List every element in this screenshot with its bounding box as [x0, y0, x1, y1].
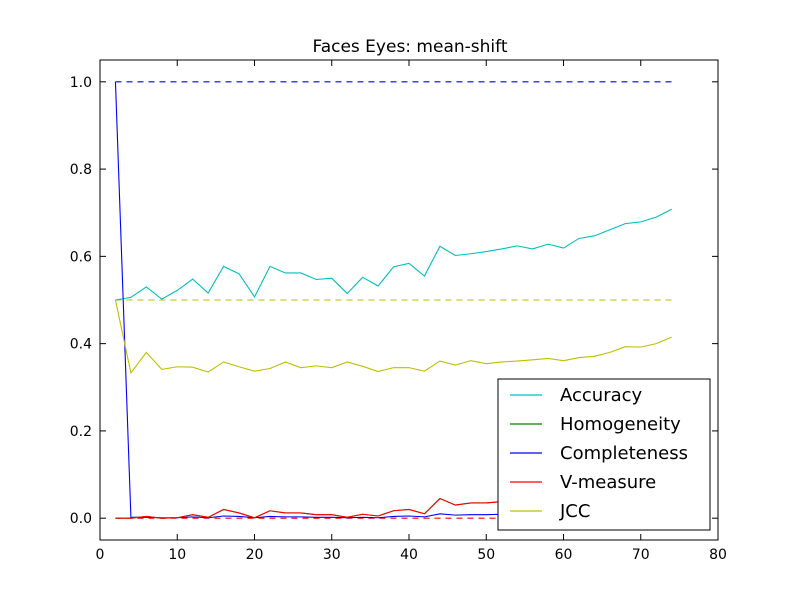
- x-tick-label: 30: [323, 547, 341, 563]
- legend-label-jcc: JCC: [559, 501, 590, 522]
- x-tick-label: 0: [96, 547, 105, 563]
- legend-box: [497, 378, 711, 531]
- legend-label-completeness: Completeness: [560, 443, 688, 464]
- legend-label-v-measure: V-measure: [560, 472, 656, 493]
- y-tick-label: 0.0: [70, 511, 92, 527]
- x-tick-label: 70: [632, 547, 650, 563]
- legend-label-homogeneity: Homogeneity: [560, 414, 681, 435]
- y-tick-label: 0.8: [70, 162, 92, 178]
- y-tick-label: 0.6: [70, 249, 92, 265]
- x-tick-label: 10: [168, 547, 186, 563]
- x-tick-label: 80: [709, 547, 727, 563]
- legend: Accuracy Homogeneity Completeness V-measure…: [497, 378, 711, 531]
- x-tick-label: 40: [400, 547, 418, 563]
- y-tick-label: 1.0: [70, 75, 92, 91]
- x-tick-label: 60: [555, 547, 573, 563]
- x-tick-label: 20: [246, 547, 264, 563]
- tick-layer: 0 10 20 30 40 50 60 70 80 0.0 0.2 0.4 0.6 0.8 1.0: [70, 60, 727, 563]
- jcc-line: [114, 299, 672, 375]
- y-tick-label: 0.4: [70, 337, 92, 353]
- y-tick-label: 0.2: [70, 424, 92, 440]
- accuracy-line: [115, 208, 672, 301]
- chart-title: Faces Eyes: mean-shift: [312, 37, 507, 57]
- x-tick-label: 50: [477, 547, 495, 563]
- series-layer: [114, 81, 672, 519]
- legend-label-accuracy: Accuracy: [560, 385, 643, 406]
